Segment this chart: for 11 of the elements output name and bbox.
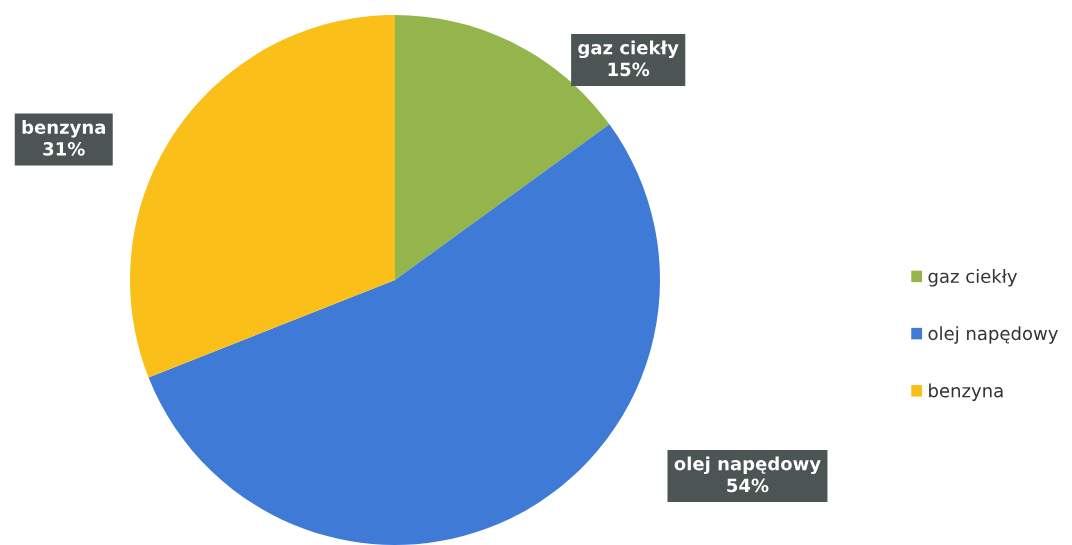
legend-label: gaz ciekły [928,269,1018,287]
pie-slice [148,124,660,545]
slice-label: olej napędowy [674,456,821,475]
legend-label: benzyna [929,383,1003,401]
slice-label: gaz ciekły [578,40,679,59]
data-label: 15% [608,62,650,77]
data-label: 54% [727,478,769,493]
legend-label: olej napędowy [928,326,1058,344]
slice-label: benzyna [22,119,105,138]
data-label: 31% [43,142,85,156]
pie-slice [130,15,395,378]
